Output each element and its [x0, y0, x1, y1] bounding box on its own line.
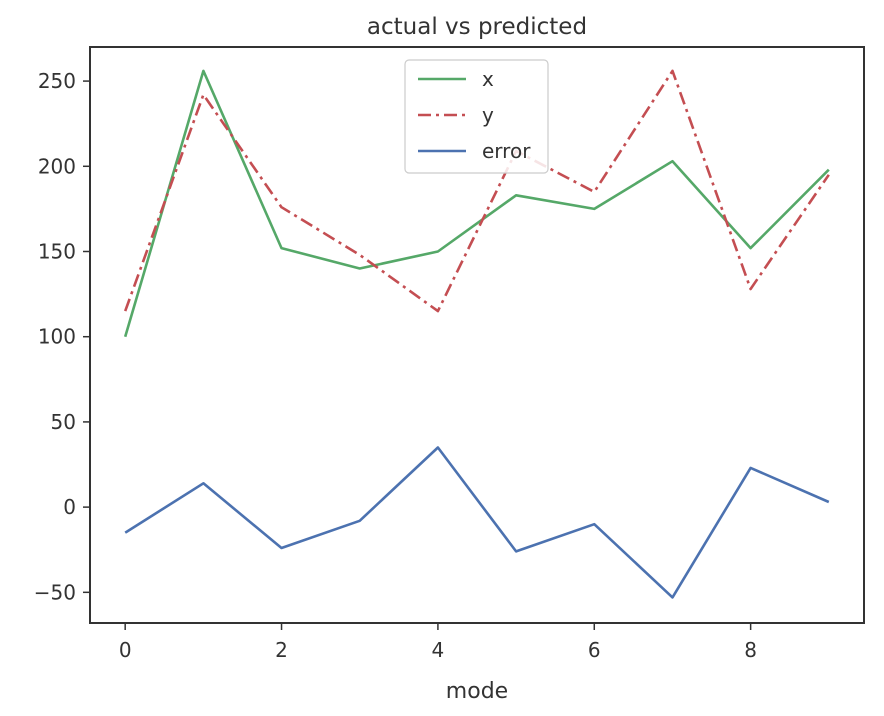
y-tick-label: 150 — [38, 239, 76, 263]
x-axis-label: mode — [446, 679, 508, 704]
y-tick-label: −50 — [34, 580, 76, 604]
x-tick-label: 8 — [744, 638, 757, 662]
legend-label-y: y — [482, 103, 494, 127]
x-tick-label: 4 — [432, 638, 445, 662]
series-layer — [123, 69, 830, 599]
y-tick-label: 0 — [63, 495, 76, 519]
series-line-y — [123, 69, 830, 313]
tick-layer: 0 2 4 6 8 −50 0 50 100 150 200 250 — [34, 69, 757, 662]
legend-box — [404, 59, 549, 174]
legend: xy error — [404, 59, 549, 174]
plot-area-frame — [89, 46, 865, 624]
legend-label-error: error — [482, 139, 531, 163]
series-line-x — [123, 69, 830, 338]
x-tick-label: 6 — [588, 638, 601, 662]
legend-label-x: x — [482, 67, 494, 91]
x-tick-label: 0 — [119, 638, 132, 662]
y-tick-label: 100 — [38, 325, 76, 349]
y-tick-label: 200 — [38, 154, 76, 178]
chart-title: actual vs predicted — [367, 14, 587, 40]
series-line-error — [124, 446, 830, 599]
y-tick-label: 250 — [38, 69, 76, 93]
x-tick-label: 2 — [275, 638, 288, 662]
y-tick-label: 50 — [51, 410, 76, 434]
